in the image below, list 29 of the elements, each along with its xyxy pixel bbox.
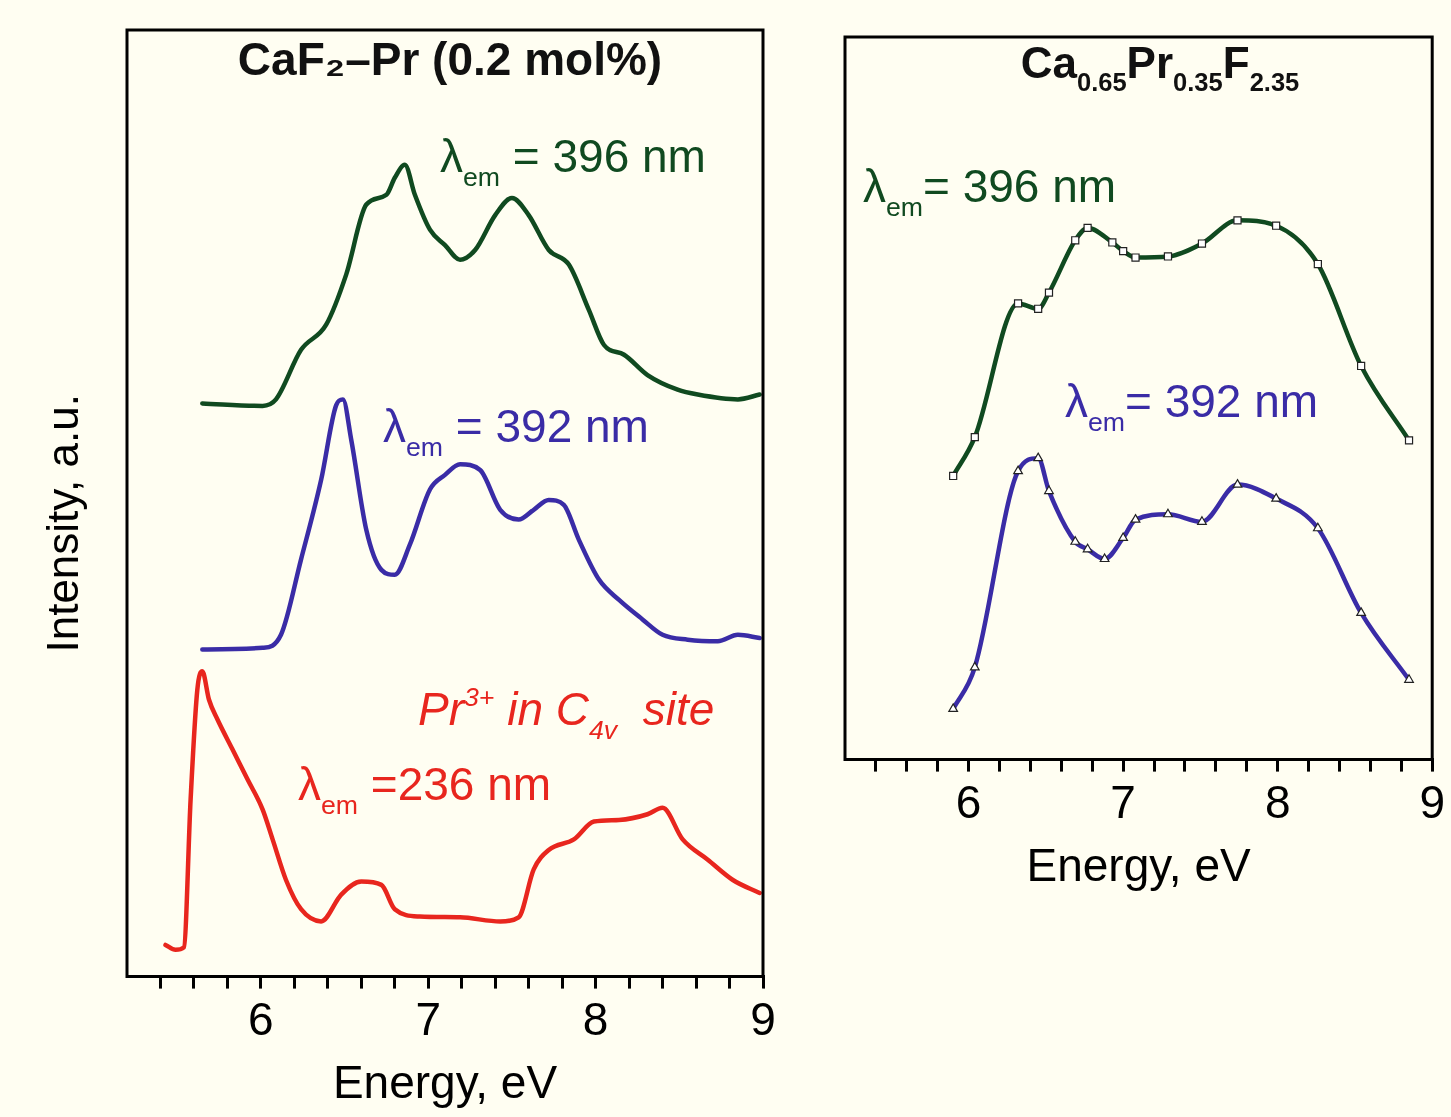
point	[970, 432, 979, 442]
point	[1119, 246, 1128, 256]
x-tick-label: 6	[248, 992, 274, 1045]
point	[1083, 223, 1092, 233]
point	[1163, 252, 1173, 261]
x-axis-title: Energy, eV	[1026, 839, 1251, 892]
x-tick-label: 9	[1419, 775, 1446, 828]
point	[1313, 259, 1322, 269]
point	[1044, 288, 1054, 297]
point	[1272, 221, 1281, 230]
point	[1131, 253, 1140, 262]
y-axis-title: Intensity, a.u.	[38, 394, 87, 653]
x-tick-label: 6	[955, 775, 982, 828]
point	[949, 471, 958, 481]
point	[1034, 304, 1043, 313]
point	[1071, 236, 1080, 245]
x-axis-title: Energy, eV	[332, 1056, 558, 1109]
x-tick-label: 7	[1110, 775, 1136, 828]
chart-title: CaF₂–Pr (0.2 mol%)	[237, 33, 663, 85]
point	[1233, 216, 1242, 225]
x-tick-label: 8	[1264, 775, 1291, 828]
x-tick-label: 8	[582, 992, 609, 1045]
point	[1013, 299, 1023, 308]
point	[1108, 238, 1117, 247]
point	[1356, 361, 1366, 371]
x-tick-label: 9	[750, 992, 776, 1045]
x-tick-label: 7	[415, 992, 442, 1045]
point	[1197, 239, 1207, 248]
point	[1404, 436, 1414, 445]
